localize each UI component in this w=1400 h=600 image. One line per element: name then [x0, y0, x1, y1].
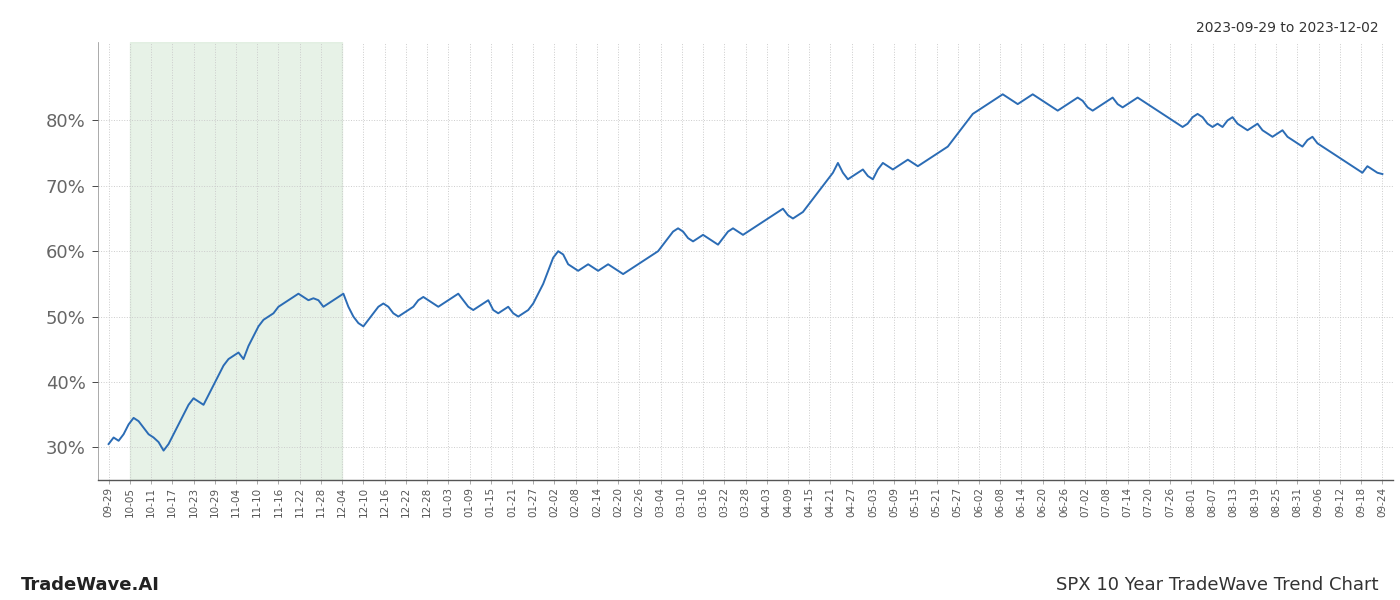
Bar: [130, 42, 342, 480]
Text: SPX 10 Year TradeWave Trend Chart: SPX 10 Year TradeWave Trend Chart: [1057, 576, 1379, 594]
Text: TradeWave.AI: TradeWave.AI: [21, 576, 160, 594]
Text: 2023-09-29 to 2023-12-02: 2023-09-29 to 2023-12-02: [1197, 21, 1379, 35]
